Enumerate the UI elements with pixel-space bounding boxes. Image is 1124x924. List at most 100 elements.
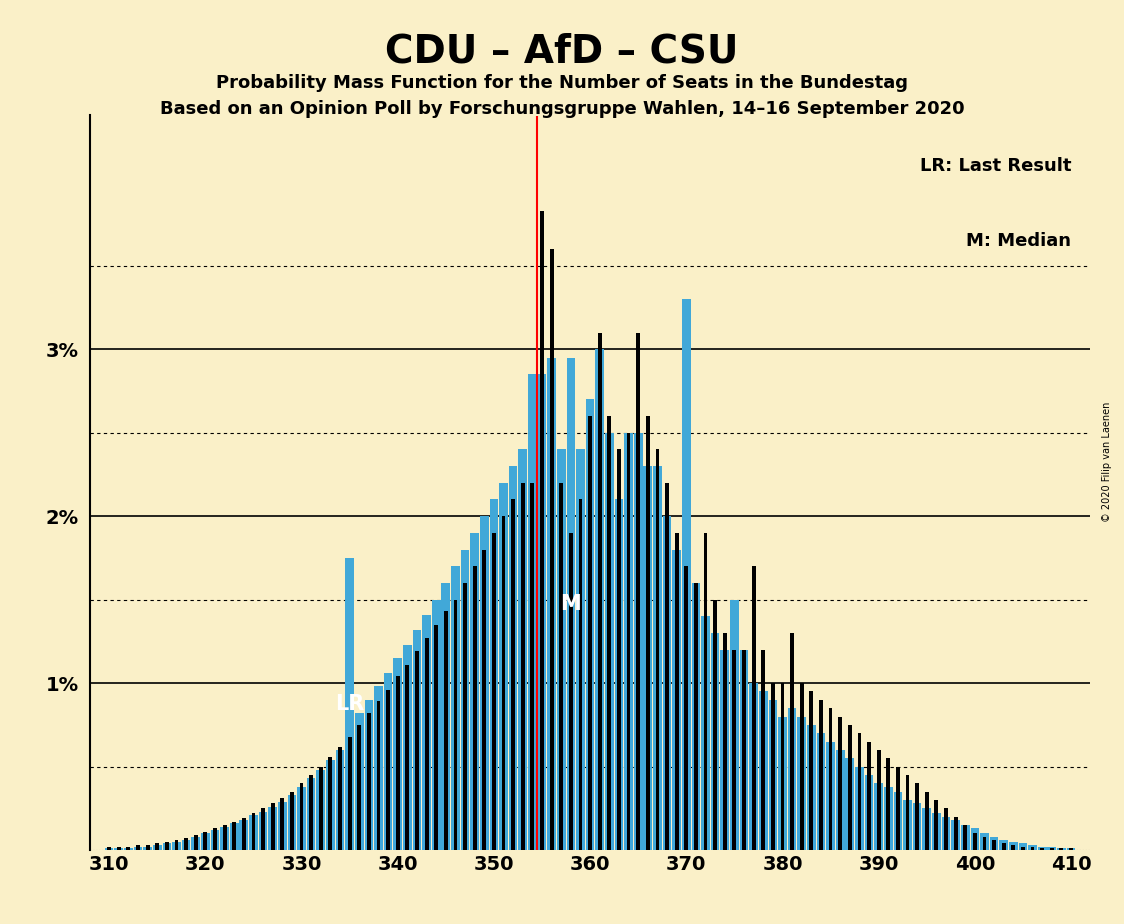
Bar [556, 449, 565, 850]
Bar [896, 767, 900, 850]
Bar [769, 699, 777, 850]
Bar [309, 775, 314, 850]
Bar [904, 800, 912, 850]
Bar [290, 792, 293, 850]
Bar [124, 848, 133, 850]
Bar [259, 811, 268, 850]
Bar [828, 708, 833, 850]
Bar [788, 708, 797, 850]
Bar [473, 566, 477, 850]
Bar [942, 817, 950, 850]
Bar [740, 650, 749, 850]
Bar [338, 747, 342, 850]
Bar [704, 533, 707, 850]
Bar [184, 838, 188, 850]
Bar [817, 734, 825, 850]
Bar [663, 517, 671, 850]
Bar [163, 844, 171, 850]
Bar [790, 633, 794, 850]
Bar [800, 683, 804, 850]
Bar [990, 837, 998, 850]
Bar [759, 691, 768, 850]
Bar [453, 600, 457, 850]
Bar [442, 583, 450, 850]
Text: © 2020 Filip van Laenen: © 2020 Filip van Laenen [1103, 402, 1112, 522]
Bar [836, 750, 844, 850]
Bar [271, 803, 274, 850]
Bar [672, 550, 681, 850]
Bar [482, 550, 487, 850]
Bar [934, 800, 939, 850]
Bar [906, 775, 909, 850]
Bar [566, 358, 575, 850]
Bar [867, 742, 871, 850]
Bar [963, 825, 967, 850]
Bar [826, 742, 835, 850]
Bar [509, 466, 517, 850]
Bar [771, 683, 774, 850]
Bar [537, 374, 546, 850]
Bar [1001, 844, 1006, 850]
Bar [1067, 848, 1076, 850]
Bar [520, 482, 525, 850]
Bar [723, 633, 727, 850]
Bar [490, 500, 498, 850]
Bar [406, 664, 409, 850]
Bar [847, 724, 852, 850]
Bar [1031, 846, 1034, 850]
Bar [1048, 846, 1057, 850]
Bar [1018, 844, 1027, 850]
Bar [366, 713, 371, 850]
Bar [569, 533, 573, 850]
Bar [117, 846, 120, 850]
Bar [413, 630, 422, 850]
Bar [146, 845, 149, 850]
Bar [953, 817, 958, 850]
Bar [319, 767, 323, 850]
Bar [174, 840, 179, 850]
Bar [242, 819, 246, 850]
Bar [288, 795, 297, 850]
Bar [809, 691, 814, 850]
Bar [992, 840, 996, 850]
Bar [596, 349, 604, 850]
Bar [518, 449, 527, 850]
Bar [733, 650, 736, 850]
Bar [528, 374, 537, 850]
Bar [973, 833, 977, 850]
Bar [1057, 848, 1066, 850]
Bar [547, 358, 556, 850]
Bar [691, 583, 700, 850]
Bar [577, 449, 584, 850]
Bar [643, 466, 652, 850]
Bar [345, 558, 354, 850]
Bar [105, 848, 114, 850]
Bar [250, 815, 257, 850]
Bar [355, 713, 363, 850]
Bar [915, 784, 919, 850]
Bar [944, 808, 948, 850]
Bar [396, 676, 400, 850]
Bar [925, 792, 928, 850]
Bar [214, 829, 217, 850]
Bar [404, 645, 411, 850]
Bar [511, 500, 515, 850]
Bar [624, 432, 633, 850]
Bar [874, 784, 883, 850]
Bar [1050, 848, 1053, 850]
Text: M: Median: M: Median [966, 232, 1071, 250]
Bar [470, 533, 479, 850]
Bar [1021, 846, 1025, 850]
Bar [607, 416, 611, 850]
Bar [877, 750, 880, 850]
Bar [239, 820, 248, 850]
Bar [653, 466, 662, 850]
Bar [961, 825, 970, 850]
Bar [223, 825, 227, 850]
Bar [586, 399, 595, 850]
Bar [714, 600, 717, 850]
Text: Probability Mass Function for the Number of Seats in the Bundestag: Probability Mass Function for the Number… [216, 74, 908, 91]
Bar [980, 833, 989, 850]
Bar [1012, 845, 1015, 850]
Bar [560, 482, 563, 850]
